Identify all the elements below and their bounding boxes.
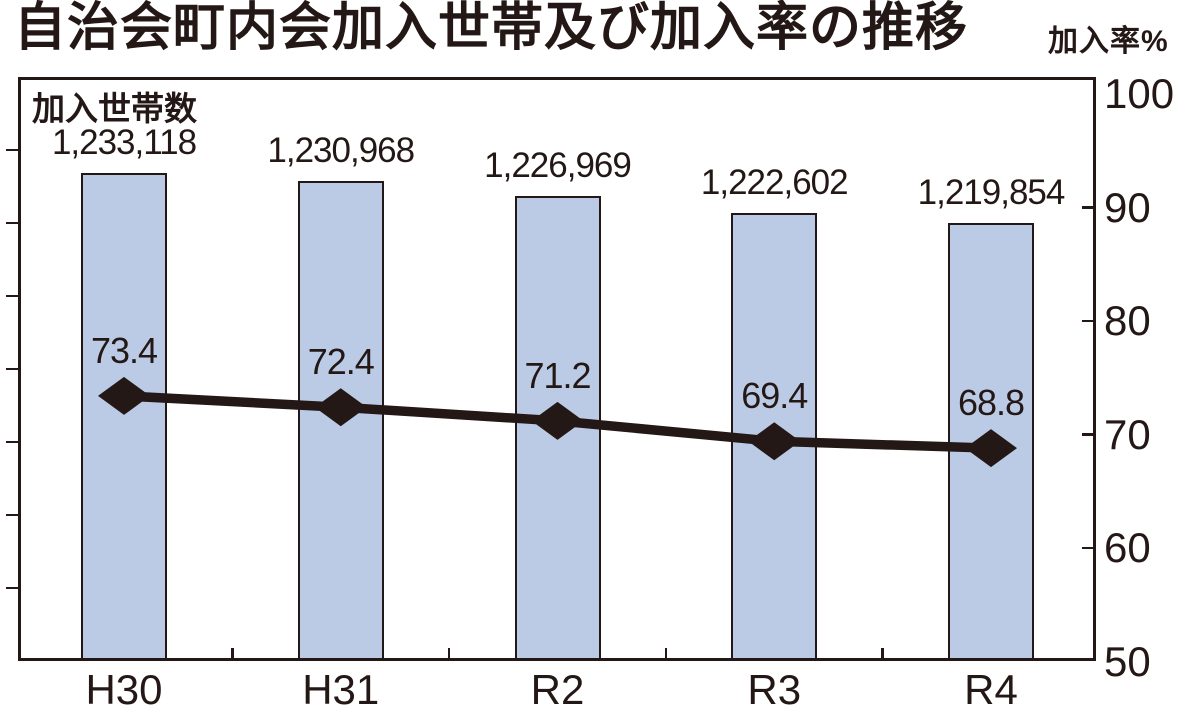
left-axis-tick-5 — [6, 440, 18, 444]
left-axis-tick-6 — [6, 513, 18, 517]
left-axis-tick-7 — [6, 586, 18, 590]
x-axis-label-H30: H30 — [85, 666, 163, 713]
bar-value-R3: 1,222,602 — [700, 162, 849, 202]
rate-value-H31: 72.4 — [307, 341, 375, 383]
left-axis-tick-4 — [6, 367, 18, 371]
x-axis-tick-2 — [447, 648, 451, 661]
rate-value-H30: 73.4 — [90, 329, 158, 371]
right-axis-label-90: 90 — [1104, 183, 1151, 231]
right-axis-label-80: 80 — [1104, 297, 1151, 344]
x-axis-label-R2: R2 — [530, 666, 585, 713]
bar-H30 — [81, 173, 167, 661]
plot-area: 加入世帯数 1,233,118 73.4 1,230,968 72.4 1,226,96… — [6, 77, 1096, 661]
rate-marker-H30 — [98, 376, 150, 415]
rate-line-layer — [98, 376, 1017, 468]
bar-value-R4: 1,219,854 — [917, 173, 1066, 212]
rate-marker-R3 — [748, 422, 801, 461]
x-axis-label-R3: R3 — [747, 666, 802, 713]
rate-marker-R2 — [531, 401, 584, 440]
rate-value-R3: 69.4 — [741, 375, 808, 417]
right-axis-tick-60 — [1082, 546, 1096, 550]
right-axis-label-60: 60 — [1104, 524, 1151, 571]
left-axis-tick-2 — [6, 221, 18, 225]
x-axis-tick-3 — [664, 648, 668, 661]
x-axis-tick-4 — [881, 648, 884, 661]
right-axis-label-70: 70 — [1104, 410, 1151, 458]
chart-title: 自治会町内会加入世帯及び加入率の推移 — [14, 0, 969, 57]
x-axis-label-R4: R4 — [964, 666, 1018, 713]
x-axis-tick-1 — [231, 648, 234, 661]
right-axis-label-50: 50 — [1104, 637, 1151, 685]
bar-series-label: 加入世帯数 — [32, 90, 197, 127]
right-axis-tick-90 — [1082, 206, 1096, 209]
left-axis-tick-3 — [6, 294, 18, 298]
bar-H31 — [297, 181, 384, 661]
rate-marker-R4 — [965, 429, 1017, 468]
right-axis-tick-70 — [1082, 433, 1096, 436]
rate-value-R4: 68.8 — [957, 382, 1025, 424]
rate-value-R2: 71.2 — [524, 354, 591, 396]
bar-value-H30: 1,233,118 — [51, 123, 197, 162]
right-axis-title: 加入率% — [1048, 25, 1169, 58]
right-axis-label-100: 100 — [1104, 70, 1175, 117]
bar-value-H31: 1,230,968 — [267, 131, 415, 171]
left-axis-tick-1 — [6, 148, 18, 152]
x-axis-label-H31: H31 — [302, 666, 380, 713]
rate-marker-H31 — [314, 388, 367, 427]
right-axis-tick-80 — [1082, 319, 1096, 323]
bar-value-R2: 1,226,969 — [484, 146, 632, 186]
